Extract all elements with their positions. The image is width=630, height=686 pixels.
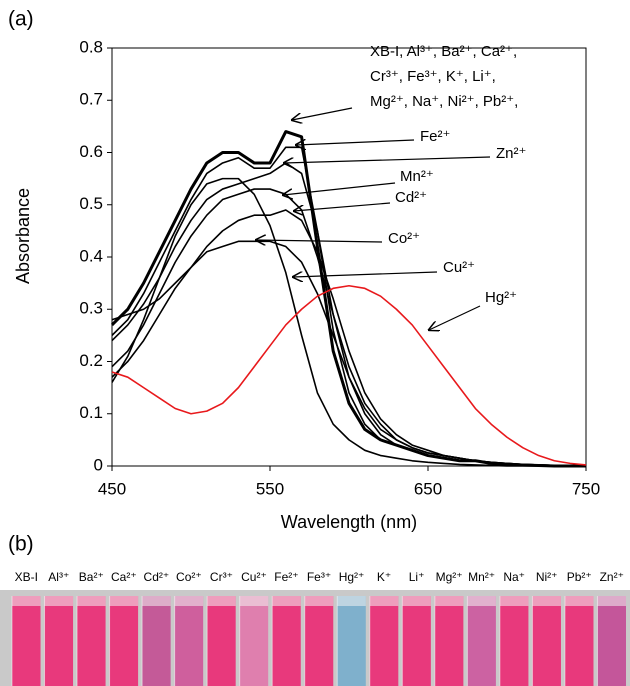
vial-meniscus <box>499 596 529 606</box>
annotation-arrow <box>294 202 391 211</box>
vial <box>77 596 106 686</box>
annotation: Mg²⁺, Na⁺, Ni²⁺, Pb²⁺, <box>370 93 518 110</box>
vial-meniscus <box>402 596 431 606</box>
vial <box>467 596 496 686</box>
vial-label: Cd²⁺ <box>144 570 170 584</box>
spectrum-line <box>111 146 586 467</box>
vial <box>174 596 204 686</box>
vial-meniscus <box>272 596 301 606</box>
annotation-arrow <box>256 240 383 242</box>
vial-label: Ni²⁺ <box>536 570 558 584</box>
annotation: Zn²⁺ <box>496 145 526 162</box>
vial-meniscus <box>142 596 171 606</box>
y-tick-label: 0.7 <box>79 90 103 109</box>
vial-meniscus <box>44 596 74 606</box>
vial-label: Hg²⁺ <box>339 570 365 584</box>
spectrum-line <box>111 188 586 467</box>
vial-label: Cu²⁺ <box>241 570 267 584</box>
vial <box>12 596 41 686</box>
vial-label: Al³⁺ <box>48 570 69 584</box>
annotation-arrow <box>292 107 353 120</box>
vial-label: Mg²⁺ <box>436 570 463 584</box>
spectrum-line <box>111 240 586 467</box>
annotation: Co²⁺ <box>388 230 420 247</box>
vial-meniscus <box>77 596 106 606</box>
vial-label: Fe²⁺ <box>274 570 298 584</box>
vial <box>207 596 236 686</box>
y-tick-label: 0 <box>94 455 103 474</box>
annotation: Mn²⁺ <box>400 168 434 185</box>
y-tick-label: 0.1 <box>79 403 103 422</box>
vial-label: XB-I <box>15 570 38 584</box>
vial <box>564 596 594 686</box>
annotation: Cd²⁺ <box>395 189 427 206</box>
annotation: Cu²⁺ <box>443 259 475 276</box>
vial-label: Pb²⁺ <box>567 570 592 584</box>
vial-meniscus <box>467 596 496 606</box>
vial <box>142 596 171 686</box>
vial-label: Ca²⁺ <box>111 570 137 584</box>
vial-meniscus <box>434 596 464 606</box>
vial-meniscus <box>207 596 236 606</box>
y-tick-label: 0.2 <box>79 351 103 370</box>
annotation-arrow <box>284 156 491 163</box>
vial <box>499 596 529 686</box>
annotation-arrow <box>293 272 438 277</box>
x-tick-label: 750 <box>572 479 600 498</box>
vial-meniscus <box>304 596 334 606</box>
y-tick-label: 0.6 <box>79 142 103 161</box>
spectrum-line <box>111 162 586 467</box>
vial-meniscus <box>239 596 269 606</box>
x-tick-label: 450 <box>98 479 126 498</box>
vial-meniscus <box>12 596 41 606</box>
panel-label: (a) <box>8 8 34 31</box>
spectrum-line <box>111 284 587 466</box>
vial <box>434 596 464 686</box>
x-axis-title: Wavelength (nm) <box>281 512 417 532</box>
y-tick-label: 0.4 <box>79 246 103 265</box>
vial-label: Ba²⁺ <box>79 570 104 584</box>
vial-label: Fe³⁺ <box>307 570 331 584</box>
annotation: Fe²⁺ <box>420 128 450 145</box>
vial <box>597 596 626 686</box>
vial-meniscus <box>337 596 366 606</box>
vial-label: Zn²⁺ <box>600 570 624 584</box>
vial <box>304 596 334 686</box>
annotation: Cr³⁺, Fe³⁺, K⁺, Li⁺, <box>370 68 496 85</box>
y-tick-label: 0.5 <box>79 194 103 213</box>
annotation-arrow <box>296 140 415 145</box>
annotation-arrow <box>429 305 481 330</box>
y-tick-label: 0.8 <box>79 37 103 56</box>
x-tick-label: 650 <box>414 479 442 498</box>
vial <box>337 596 366 686</box>
y-axis-title: Absorbance <box>13 188 33 284</box>
vial-label: Li⁺ <box>409 570 425 584</box>
vial-meniscus <box>564 596 594 606</box>
x-tick-label: 550 <box>256 479 284 498</box>
vial-label: Co²⁺ <box>176 570 202 584</box>
vial <box>402 596 431 686</box>
annotation: XB-I, Al³⁺, Ba²⁺, Ca²⁺, <box>370 43 517 60</box>
vial-label: Cr³⁺ <box>210 570 233 584</box>
vial-meniscus <box>109 596 139 606</box>
vial-meniscus <box>597 596 626 606</box>
vial-label: K⁺ <box>377 570 391 584</box>
annotation-arrow <box>283 182 396 195</box>
vial <box>239 596 269 686</box>
vial <box>272 596 301 686</box>
panel-label: (b) <box>8 533 34 556</box>
y-tick-label: 0.3 <box>79 299 103 318</box>
vial <box>532 596 561 686</box>
annotation: Hg²⁺ <box>485 289 517 306</box>
vial-meniscus <box>174 596 204 606</box>
vial-label: Na⁺ <box>503 570 525 584</box>
spectrum-line <box>111 177 586 467</box>
vial <box>44 596 74 686</box>
vial <box>109 596 139 686</box>
vial-label: Mn²⁺ <box>468 570 495 584</box>
vial-meniscus <box>532 596 561 606</box>
vial <box>369 596 399 686</box>
vial-meniscus <box>369 596 399 606</box>
